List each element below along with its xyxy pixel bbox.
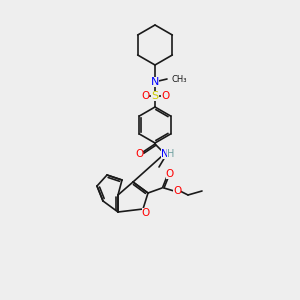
Text: O: O xyxy=(173,186,181,196)
Text: N: N xyxy=(151,77,159,87)
Text: O: O xyxy=(141,91,149,101)
Text: H: H xyxy=(167,149,175,159)
Text: O: O xyxy=(161,91,169,101)
Text: S: S xyxy=(152,91,159,101)
Text: O: O xyxy=(142,208,150,218)
Text: CH₃: CH₃ xyxy=(171,74,187,83)
Text: N: N xyxy=(161,149,169,159)
Text: O: O xyxy=(166,169,174,179)
Text: O: O xyxy=(135,149,143,159)
